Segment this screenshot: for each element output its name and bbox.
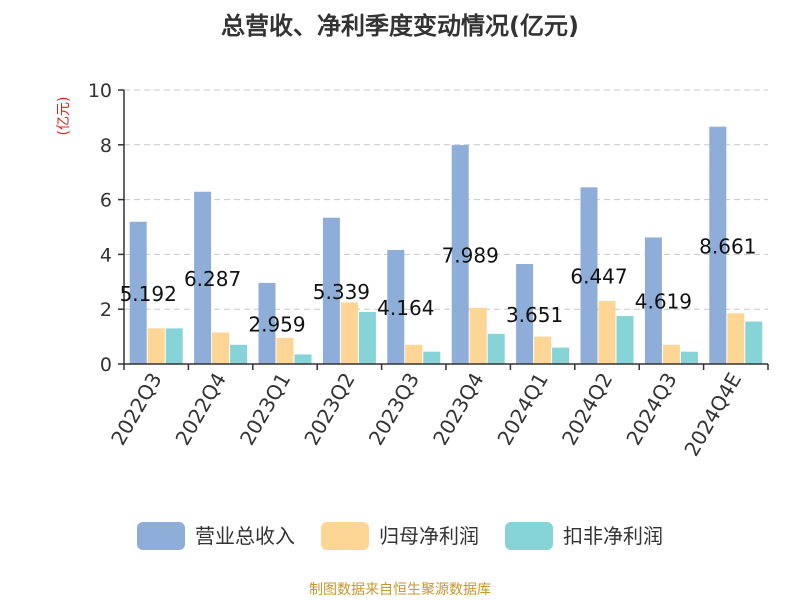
bar-revenue xyxy=(451,145,469,364)
data-label: 3.651 xyxy=(506,303,563,327)
x-tick-label: 2023Q1 xyxy=(235,369,295,450)
bar-net-profit xyxy=(276,337,294,364)
data-label: 8.661 xyxy=(699,234,756,258)
x-tick-label: 2024Q3 xyxy=(621,369,681,450)
bar-net-profit xyxy=(534,336,552,364)
axes xyxy=(118,89,769,370)
y-tick-label: 6 xyxy=(100,190,112,212)
bar-net-profit xyxy=(727,313,745,364)
x-tick-label: 2023Q3 xyxy=(364,369,424,450)
bar-deducted-net-profit xyxy=(616,316,634,364)
bar-revenue xyxy=(258,282,276,364)
y-tick-label: 10 xyxy=(88,80,112,102)
y-tick-label: 8 xyxy=(100,135,112,157)
bar-net-profit xyxy=(405,344,423,364)
data-label: 2.959 xyxy=(248,312,305,336)
x-tick-label: 2023Q4 xyxy=(428,369,488,450)
bar-deducted-net-profit xyxy=(294,354,312,364)
data-label: 4.164 xyxy=(377,296,434,320)
bar-revenue xyxy=(709,126,727,364)
legend-swatch xyxy=(137,522,185,550)
x-tick-labels: 2022Q3 2022Q4 2023Q1 2023Q2 2023Q3 2023Q4 2024… xyxy=(106,369,746,461)
data-label: 6.447 xyxy=(570,265,627,289)
y-tick-label: 0 xyxy=(100,354,112,376)
legend-label: 归母净利润 xyxy=(379,524,479,548)
bar-deducted-net-profit xyxy=(487,333,505,364)
bar-revenue xyxy=(387,249,405,364)
legend-item-deducted-net-profit[interactable]: 扣非净利润 xyxy=(505,522,663,550)
bars xyxy=(129,126,763,364)
bar-deducted-net-profit xyxy=(423,351,441,364)
legend[interactable]: 营业总收入 归母净利润 扣非净利润 xyxy=(137,522,663,550)
chart-title: 总营收、净利季度变动情况(亿元) xyxy=(221,12,579,40)
data-label: 4.619 xyxy=(635,290,692,314)
x-tick-label: 2022Q4 xyxy=(170,369,230,450)
legend-label: 扣非净利润 xyxy=(563,524,663,548)
legend-item-revenue[interactable]: 营业总收入 xyxy=(137,522,295,550)
bar-revenue xyxy=(322,217,340,364)
bar-revenue xyxy=(194,191,212,364)
y-tick-label: 2 xyxy=(100,299,112,321)
legend-item-net-profit[interactable]: 归母净利润 xyxy=(321,522,479,550)
y-tick-labels: 0 2 4 6 8 10 xyxy=(88,80,112,376)
bar-net-profit xyxy=(662,344,680,364)
bar-net-profit xyxy=(340,302,358,364)
source-note: 制图数据来自恒生聚源数据库 xyxy=(309,582,491,598)
bar-deducted-net-profit xyxy=(552,347,570,364)
data-label: 6.287 xyxy=(184,267,241,291)
x-tick-label: 2024Q4E xyxy=(679,369,746,461)
bar-net-profit xyxy=(212,332,230,364)
x-tick-label: 2024Q2 xyxy=(557,369,617,450)
data-labels: 5.192 6.287 2.959 5.339 4.164 7.989 3.651 6.447… xyxy=(120,234,757,336)
bar-deducted-net-profit xyxy=(230,344,248,364)
y-tick-label: 4 xyxy=(100,244,112,266)
bar-deducted-net-profit xyxy=(165,328,183,364)
bar-revenue xyxy=(644,237,662,364)
legend-label: 营业总收入 xyxy=(195,524,295,548)
bar-net-profit xyxy=(147,328,165,364)
bar-revenue xyxy=(580,187,598,364)
bar-revenue xyxy=(129,221,147,364)
x-tick-label: 2024Q1 xyxy=(492,369,552,450)
bar-net-profit xyxy=(598,300,616,364)
y-axis-label: (亿元) xyxy=(56,97,72,136)
bar-deducted-net-profit xyxy=(358,311,376,364)
legend-swatch xyxy=(321,522,369,550)
x-tick-label: 2022Q3 xyxy=(106,369,166,450)
data-label: 7.989 xyxy=(442,244,499,268)
data-label: 5.192 xyxy=(120,282,177,306)
bar-deducted-net-profit xyxy=(680,351,698,364)
x-tick-label: 2023Q2 xyxy=(299,369,359,450)
grid-lines xyxy=(124,89,768,310)
data-label: 5.339 xyxy=(313,280,370,304)
legend-swatch xyxy=(505,522,553,550)
bar-deducted-net-profit xyxy=(745,321,763,364)
bar-net-profit xyxy=(469,307,487,364)
bar-revenue xyxy=(516,263,534,364)
